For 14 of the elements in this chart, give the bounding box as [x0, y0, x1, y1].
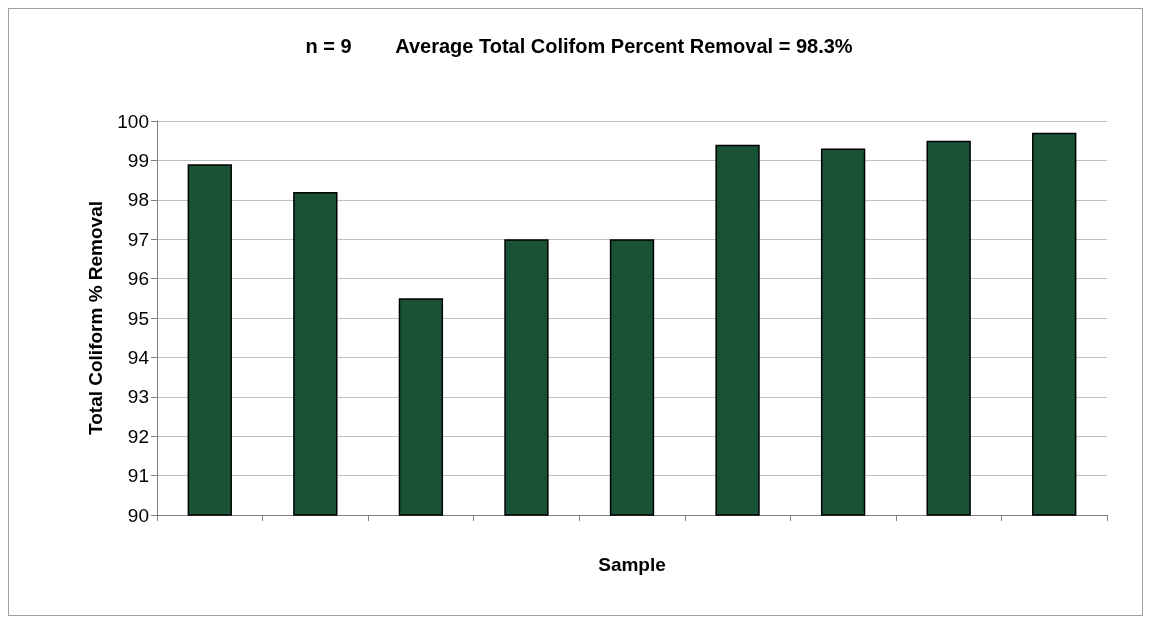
y-tick-label: 97	[127, 228, 149, 250]
y-tick-label: 94	[127, 346, 150, 368]
y-tick-label: 98	[127, 189, 149, 211]
y-axis-title: Total Coliform % Removal	[85, 200, 106, 436]
y-tick-label: 91	[127, 465, 149, 487]
y-tick-label: 93	[127, 386, 149, 408]
y-tick-label: 95	[127, 307, 149, 329]
chart-title: n = 9 Average Total Colifom Percent Removal = 98.3%	[305, 35, 853, 57]
y-tick-label: 99	[127, 149, 149, 171]
y-tick-label: 92	[127, 425, 149, 447]
y-tick-label: 96	[127, 268, 149, 290]
y-tick-label: 100	[117, 110, 149, 132]
x-axis-title: Sample	[598, 554, 666, 575]
y-tick-label: 90	[127, 504, 149, 526]
